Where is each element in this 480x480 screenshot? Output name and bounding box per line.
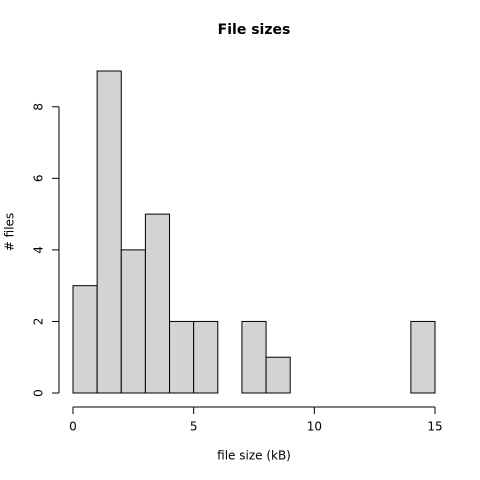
y-axis-label: # files (3, 213, 17, 251)
x-axis-label: file size (kB) (217, 449, 291, 463)
y-tick-label: 0 (32, 389, 46, 397)
y-tick-label: 2 (32, 318, 46, 326)
y-tick-label: 4 (32, 246, 46, 254)
bar (96, 70, 122, 394)
x-tick-label: 0 (69, 420, 77, 434)
x-tick-label: 10 (307, 420, 322, 434)
x-tick-label: 15 (427, 420, 442, 434)
y-tick-label: 6 (32, 175, 46, 183)
bar (144, 213, 171, 394)
bar (120, 249, 146, 394)
bar (193, 320, 219, 394)
bar (72, 285, 98, 394)
bar (265, 356, 291, 394)
chart-title: File sizes (218, 22, 291, 38)
x-tick-label: 5 (190, 420, 198, 434)
bar (410, 320, 436, 394)
bar (241, 320, 267, 394)
y-tick-label: 8 (32, 103, 46, 111)
bar (169, 320, 195, 394)
